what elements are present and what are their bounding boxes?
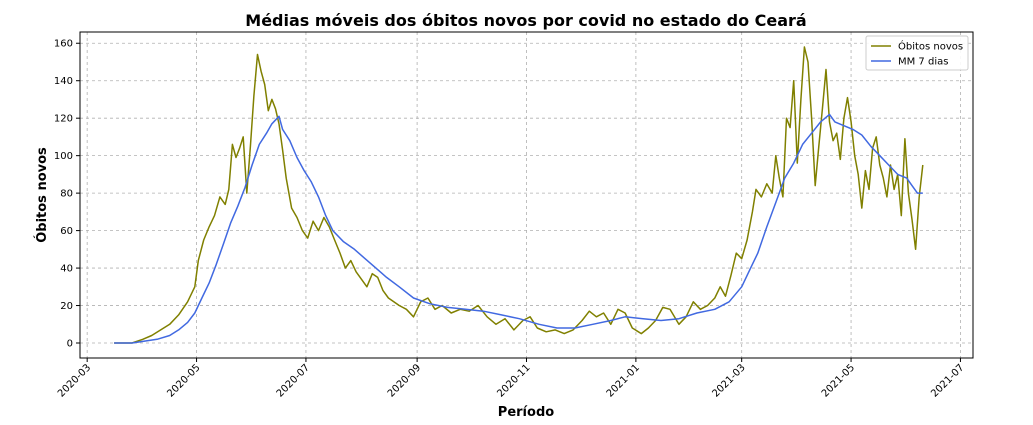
- grid-lines: [80, 32, 973, 358]
- x-tick-label: 2021-03: [710, 362, 747, 399]
- data-series: [114, 46, 924, 344]
- x-tick-label: 2020-11: [495, 362, 532, 399]
- x-tick-label: 2020-05: [165, 362, 202, 399]
- series-line: [114, 46, 924, 344]
- y-tick-label: 140: [54, 76, 73, 87]
- legend-label: Óbitos novos: [898, 40, 963, 53]
- x-tick-label: 2021-05: [820, 362, 857, 399]
- y-tick-label: 120: [54, 114, 73, 125]
- chart-title: Médias móveis dos óbitos novos por covid…: [245, 11, 806, 30]
- y-tick-label: 60: [60, 226, 73, 237]
- x-axis-title: Período: [498, 405, 554, 420]
- x-tick-label: 2021-01: [605, 362, 642, 399]
- y-axis: 0 20 40 60 80 100 120 140 160: [54, 39, 80, 350]
- y-tick-label: 100: [54, 151, 73, 162]
- y-tick-label: 160: [54, 39, 73, 50]
- y-tick-label: 20: [60, 301, 73, 312]
- x-tick-label: 2020-07: [275, 362, 312, 399]
- y-tick-label: 80: [60, 189, 73, 200]
- legend-box: [865, 35, 969, 71]
- x-axis: 2020-03 2020-05 2020-07 2020-09 2020-11 2021-…: [56, 358, 967, 400]
- y-tick-label: 0: [67, 339, 73, 350]
- legend-label: MM 7 dias: [898, 57, 948, 68]
- legend: Óbitos novos MM 7 dias: [865, 35, 969, 71]
- y-tick-label: 40: [60, 264, 73, 275]
- x-tick-label: 2020-09: [386, 362, 423, 399]
- y-axis-title: Óbitos novos: [34, 147, 50, 243]
- series-line: [114, 113, 923, 344]
- x-tick-label: 2021-07: [929, 362, 966, 399]
- x-tick-label: 2020-03: [56, 362, 93, 399]
